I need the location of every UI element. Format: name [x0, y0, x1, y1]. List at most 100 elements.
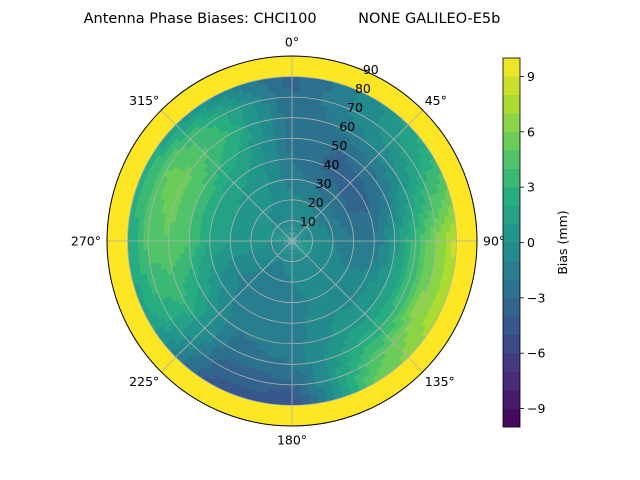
- heatmap-cell: [346, 168, 355, 177]
- heatmap-cell: [336, 212, 344, 218]
- heatmap-cell: [298, 378, 308, 386]
- heatmap-cell: [287, 245, 290, 251]
- heatmap-cell: [296, 242, 303, 245]
- heatmap-cell: [271, 266, 277, 273]
- heatmap-cell: [314, 260, 321, 266]
- heatmap-cell: [268, 282, 274, 289]
- polar-grid: [107, 56, 477, 426]
- heatmap-cell: [295, 225, 298, 232]
- heatmap-cell: [329, 265, 336, 272]
- heatmap-cell: [331, 261, 339, 268]
- heatmap-cell: [459, 257, 467, 270]
- heatmap-cell: [305, 230, 311, 235]
- heatmap-cell: [303, 227, 310, 233]
- heatmap-cell: [289, 287, 293, 294]
- heatmap-cell: [297, 358, 306, 365]
- heatmap-cell: [302, 251, 308, 257]
- heatmap-cell: [292, 246, 294, 252]
- heatmap-cell: [378, 245, 386, 252]
- colorbar: −9 −6 −3 0 3 6 9 Bias (mm): [502, 57, 570, 428]
- heatmap-cell: [262, 413, 275, 421]
- heatmap-cell: [291, 343, 299, 350]
- heatmap-cell: [280, 275, 285, 282]
- heatmap-cell: [288, 256, 291, 263]
- heatmap-cell: [321, 231, 328, 235]
- heatmap-cell: [327, 236, 334, 240]
- heatmap-cell: [310, 228, 317, 233]
- heatmap-cell: [272, 352, 281, 360]
- heatmap-cell: [399, 240, 406, 248]
- heatmap-cell: [302, 263, 307, 270]
- heatmap-cell: [293, 245, 295, 252]
- heatmap-cell: [305, 261, 311, 268]
- heatmap-cell: [320, 207, 327, 214]
- heatmap-cell: [316, 232, 323, 236]
- heatmap-cell: [316, 246, 323, 250]
- heatmap-cell: [294, 286, 298, 293]
- heatmap-cell: [285, 127, 293, 134]
- heatmap-cell: [292, 238, 298, 241]
- heatmap-cell: [293, 225, 295, 231]
- heatmap-cell: [417, 212, 425, 222]
- heatmap-cell: [296, 235, 302, 239]
- heatmap-cell: [272, 272, 278, 280]
- theta-tick-label: 45°: [425, 93, 447, 108]
- heatmap-cell: [292, 238, 298, 241]
- heatmap-cell: [307, 209, 313, 216]
- theta-tick-label: 0°: [285, 35, 299, 50]
- heatmap-cell: [314, 201, 320, 208]
- heatmap-cell: [295, 317, 302, 324]
- heatmap-cell: [275, 384, 286, 391]
- heatmap-cell: [333, 240, 339, 244]
- heatmap-cell: [284, 106, 293, 113]
- heatmap-cell: [283, 260, 287, 267]
- theta-tick-label: 315°: [129, 93, 159, 108]
- heatmap-cell: [418, 253, 426, 263]
- heatmap-cell: [286, 250, 289, 257]
- heatmap-cell: [299, 246, 306, 252]
- heatmap-cell: [302, 274, 308, 281]
- radial-tick-label: 10: [300, 214, 316, 229]
- heatmap-cell: [291, 183, 296, 190]
- heatmap-cell: [312, 188, 319, 196]
- radial-tick-label: 50: [331, 138, 347, 153]
- heatmap-cell: [302, 127, 311, 135]
- heatmap-cell: [301, 233, 307, 237]
- heatmap-cell: [307, 253, 313, 259]
- heatmap-cell: [295, 158, 302, 165]
- heatmap-cell: [302, 241, 309, 243]
- heatmap-cell: [293, 266, 296, 273]
- heatmap-cell: [394, 234, 401, 242]
- colorbar-level: [503, 168, 520, 188]
- heatmap-cell: [287, 307, 293, 314]
- heatmap-cell: [296, 242, 303, 246]
- heatmap-cell: [422, 261, 430, 271]
- heatmap-cell: [399, 246, 406, 254]
- heatmap-cell: [455, 164, 466, 178]
- heatmap-cell: [291, 379, 301, 386]
- heatmap-cell: [336, 406, 349, 416]
- heatmap-cell: [278, 285, 283, 292]
- heatmap-cell: [315, 258, 322, 265]
- heatmap-cell: [309, 251, 315, 256]
- heatmap-cell: [318, 222, 325, 228]
- theta-tick-label: 90°: [483, 234, 505, 249]
- heatmap-cell: [308, 277, 314, 284]
- heatmap-cell: [270, 265, 276, 272]
- heatmap-cell: [309, 226, 315, 231]
- heatmap-cell: [310, 187, 316, 195]
- heatmap-cell: [449, 177, 460, 190]
- heatmap-cell: [296, 242, 303, 245]
- heatmap-cell: [296, 343, 304, 350]
- heatmap-cell: [299, 317, 306, 324]
- heatmap-cell: [291, 194, 295, 200]
- heatmap-cell: [301, 190, 306, 197]
- heatmap-cell: [291, 91, 301, 98]
- heatmap-cell: [326, 261, 333, 267]
- heatmap-cell: [320, 225, 327, 231]
- heatmap-cell: [291, 65, 303, 72]
- heatmap-cell: [335, 252, 343, 258]
- heatmap-cell: [312, 243, 319, 246]
- heatmap-cell: [332, 235, 339, 240]
- heatmap-cell: [314, 216, 321, 222]
